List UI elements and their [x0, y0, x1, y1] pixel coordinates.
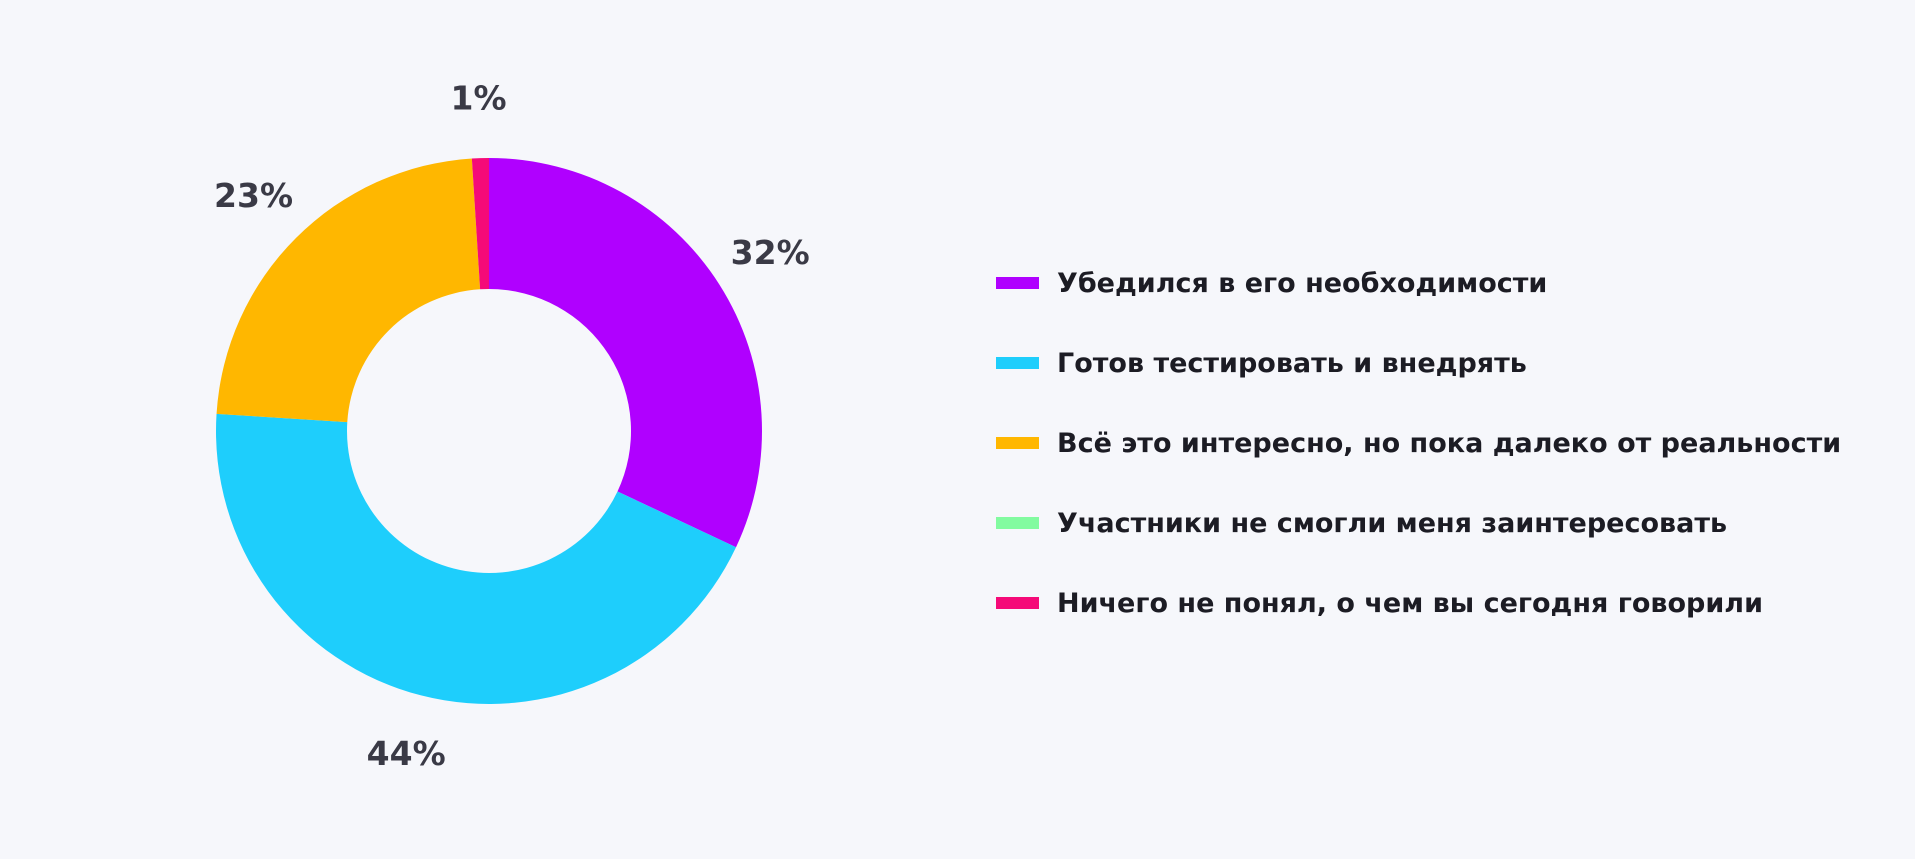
legend-swatch [996, 357, 1039, 369]
percent-labels: 32% 44% 23% 1% [214, 79, 810, 773]
legend-label: Готов тестировать и внедрять [1057, 347, 1527, 379]
slice-percent-label: 32% [731, 233, 810, 272]
legend-item: Ничего не понял, о чем вы сегодня говори… [996, 563, 1841, 643]
donut-slices [215, 158, 762, 704]
legend-item: Убедился в его необходимости [996, 243, 1841, 323]
legend-swatch [996, 517, 1039, 529]
donut-slice [215, 413, 737, 704]
legend-item: Всё это интересно, но пока далеко от реа… [996, 403, 1841, 483]
legend-swatch [996, 437, 1039, 449]
legend-swatch [996, 277, 1039, 289]
legend-swatch [996, 597, 1039, 609]
donut-slice [489, 158, 762, 548]
legend-label: Убедился в его необходимости [1057, 267, 1548, 299]
chart-legend: Убедился в его необходимости Готов тести… [996, 243, 1841, 643]
slice-percent-label: 23% [214, 176, 293, 215]
legend-label: Участники не смогли меня заинтересовать [1057, 507, 1728, 539]
legend-label: Всё это интересно, но пока далеко от реа… [1057, 427, 1842, 459]
slice-percent-label: 44% [367, 734, 446, 773]
legend-label: Ничего не понял, о чем вы сегодня говори… [1057, 587, 1763, 619]
legend-item: Участники не смогли меня заинтересовать [996, 483, 1841, 563]
legend-item: Готов тестировать и внедрять [996, 323, 1841, 403]
donut-slice [216, 158, 481, 423]
slice-percent-label: 1% [451, 79, 507, 118]
donut-slice [471, 158, 489, 290]
